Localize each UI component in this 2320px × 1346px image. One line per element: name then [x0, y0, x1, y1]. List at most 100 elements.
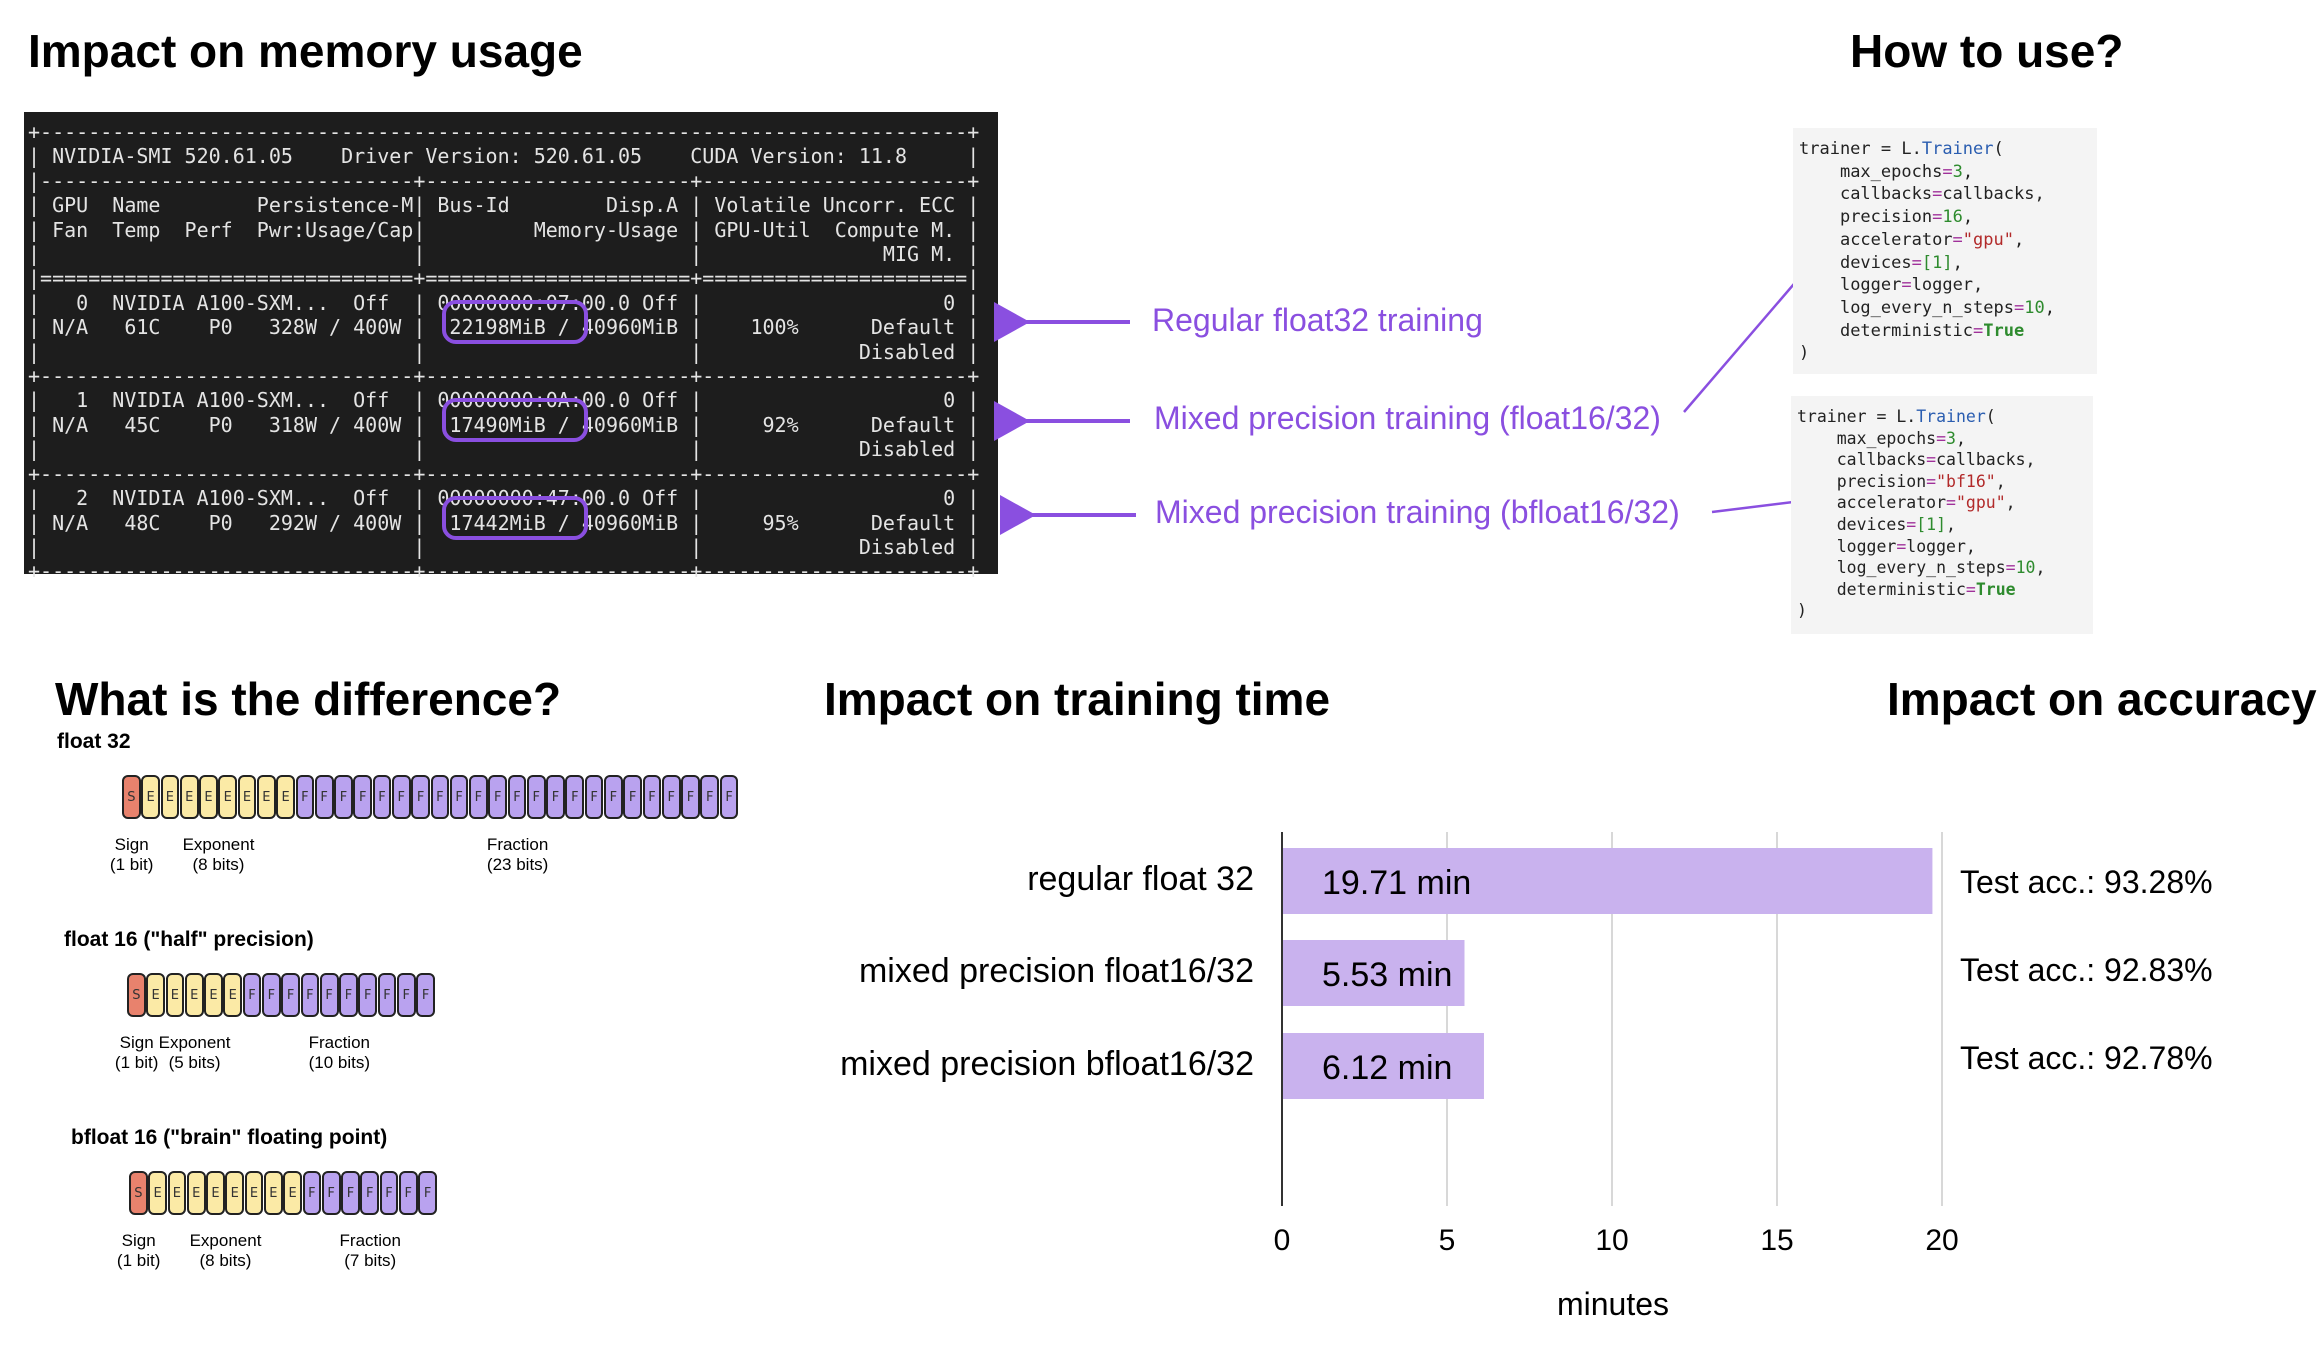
- sign-bit: S: [122, 775, 141, 819]
- precision-value-bf16: "bf16": [1936, 471, 1996, 491]
- x-tick-label: 20: [1925, 1224, 1959, 1257]
- bar-category-label: mixed precision float16/32: [858, 952, 1254, 990]
- heading-memory: Impact on memory usage: [28, 25, 583, 77]
- fraction-bit: F: [526, 775, 546, 819]
- fraction-bit: F: [314, 775, 334, 819]
- fraction-bit: F: [661, 775, 681, 819]
- format-title-0: float 32: [57, 730, 131, 753]
- exponent-bit: E: [186, 1171, 206, 1215]
- fraction-bit: F: [416, 973, 435, 1017]
- label-float16: Mixed precision training (float16/32): [1154, 400, 1661, 436]
- fraction-bit: F: [681, 775, 700, 819]
- precision-value-16: 16: [1942, 207, 1963, 228]
- exponent-bit: E: [204, 973, 223, 1017]
- sign-bit: S: [127, 973, 146, 1017]
- fraction-label-0: Fraction (23 bits): [486, 835, 549, 874]
- exponent-bit: E: [206, 1171, 225, 1215]
- memory-highlight-1: [442, 398, 588, 442]
- sign-bit: S: [129, 1171, 148, 1215]
- fraction-bit: F: [398, 1171, 418, 1215]
- fraction-bit: F: [339, 973, 358, 1017]
- memory-highlight-0: [442, 300, 588, 344]
- bar-value-label: 6.12 min: [1322, 1049, 1453, 1087]
- fraction-bit: F: [391, 775, 411, 819]
- fraction-label-2: Fraction (7 bits): [339, 1231, 401, 1270]
- fraction-bit: F: [281, 973, 300, 1017]
- exponent-bit: E: [276, 775, 295, 819]
- exponent-bit: E: [223, 973, 243, 1017]
- fraction-bit: F: [719, 775, 739, 819]
- x-tick-label: 10: [1595, 1224, 1629, 1257]
- fraction-bit: F: [334, 775, 353, 819]
- exponent-bit: E: [225, 1171, 245, 1215]
- fraction-bit: F: [565, 775, 585, 819]
- bar-category-label: regular float 32: [1027, 860, 1254, 898]
- fraction-bit: F: [242, 973, 262, 1017]
- fraction-bit: F: [379, 1171, 399, 1215]
- fraction-bit: F: [396, 973, 416, 1017]
- x-tick-label: 5: [1438, 1224, 1456, 1257]
- nvidia-smi-terminal: +---------------------------------------…: [24, 112, 998, 583]
- bar-category-label: mixed precision bfloat16/32: [840, 1045, 1254, 1083]
- heading-howto: How to use?: [1850, 25, 2124, 77]
- accuracy-float16: Test acc.: 92.83%: [1960, 952, 2213, 988]
- exponent-bit: E: [184, 973, 204, 1017]
- bar: [1283, 940, 1465, 1006]
- fraction-bit: F: [300, 973, 320, 1017]
- fraction-bit: F: [295, 775, 315, 819]
- code-block-fp16: trainer = L.Trainer( max_epochs=3, callb…: [1793, 128, 2097, 374]
- heading-difference: What is the difference?: [55, 673, 562, 725]
- exponent-bit: E: [218, 775, 238, 819]
- fraction-bit: F: [449, 775, 469, 819]
- format-title-1: float 16 ("half" precision): [64, 928, 314, 951]
- fraction-bit: F: [319, 973, 339, 1017]
- fraction-bit: F: [377, 973, 397, 1017]
- format-title-2: bfloat 16 ("brain" floating point): [71, 1126, 388, 1149]
- fraction-bit: F: [507, 775, 527, 819]
- fraction-bit: F: [642, 775, 662, 819]
- bar: [1283, 848, 1933, 914]
- chart-xlabel: minutes: [1556, 1286, 1670, 1322]
- exponent-bit: E: [160, 775, 180, 819]
- fraction-bit: F: [372, 775, 392, 819]
- fraction-bit: F: [358, 973, 378, 1017]
- fraction-bit: F: [488, 775, 508, 819]
- bar: [1283, 1033, 1484, 1099]
- label-bfloat16: Mixed precision training (bfloat16/32): [1155, 494, 1680, 530]
- exponent-bit: E: [167, 1171, 187, 1215]
- fraction-bit: F: [411, 775, 430, 819]
- fraction-bit: F: [623, 775, 642, 819]
- label-float32: Regular float32 training: [1152, 302, 1483, 338]
- exponent-bit: E: [244, 1171, 264, 1215]
- x-tick-label: 15: [1760, 1224, 1794, 1257]
- memory-highlight-2: [442, 496, 588, 540]
- exponent-label-0: Exponent (8 bits): [182, 835, 255, 874]
- exponent-bit: E: [237, 775, 257, 819]
- fraction-label-1: Fraction (10 bits): [308, 1033, 371, 1072]
- fraction-bit: F: [360, 1171, 380, 1215]
- fraction-bit: F: [584, 775, 604, 819]
- bar-value-label: 5.53 min: [1322, 956, 1453, 994]
- sign-label-0: Sign (1 bit): [109, 835, 154, 874]
- fraction-bit: F: [418, 1171, 437, 1215]
- fraction-bit: F: [430, 775, 450, 819]
- sign-label-1: Sign (1 bit): [114, 1033, 159, 1072]
- heading-accuracy: Impact on accuracy: [1887, 673, 2317, 725]
- heading-training-time: Impact on training time: [824, 673, 1331, 725]
- bar-value-label: 19.71 min: [1322, 864, 1472, 902]
- sign-label-2: Sign (1 bit): [116, 1231, 161, 1270]
- exponent-bit: E: [141, 775, 160, 819]
- terminal-output: +---------------------------------------…: [28, 120, 980, 584]
- fraction-bit: F: [353, 775, 373, 819]
- exponent-bit: E: [263, 1171, 283, 1215]
- fraction-bit: F: [469, 775, 488, 819]
- exponent-label-1: Exponent (5 bits): [158, 1033, 231, 1072]
- fraction-bit: F: [700, 775, 720, 819]
- fraction-bit: F: [302, 1171, 322, 1215]
- exponent-bit: E: [256, 775, 276, 819]
- fraction-bit: F: [546, 775, 565, 819]
